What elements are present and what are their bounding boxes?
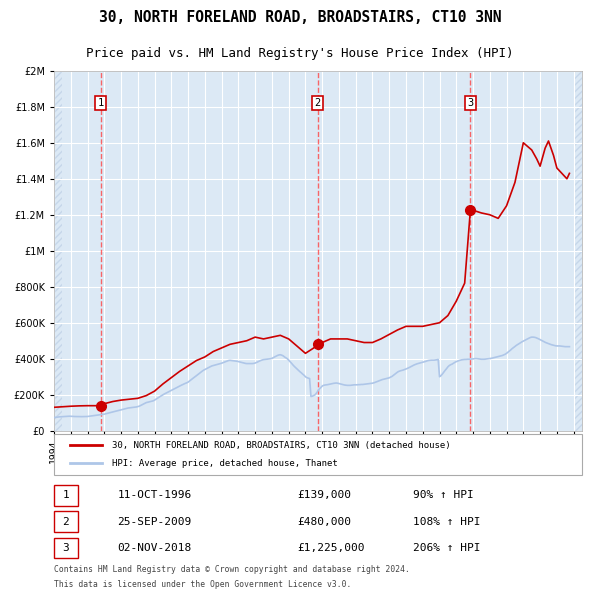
Text: HPI: Average price, detached house, Thanet: HPI: Average price, detached house, Than… (112, 459, 338, 468)
Text: 30, NORTH FORELAND ROAD, BROADSTAIRS, CT10 3NN: 30, NORTH FORELAND ROAD, BROADSTAIRS, CT… (99, 10, 501, 25)
Text: 206% ↑ HPI: 206% ↑ HPI (413, 543, 481, 553)
Text: 90% ↑ HPI: 90% ↑ HPI (413, 490, 474, 500)
Text: 3: 3 (467, 98, 473, 108)
Text: 3: 3 (62, 543, 69, 553)
FancyBboxPatch shape (54, 512, 78, 532)
Text: 02-NOV-2018: 02-NOV-2018 (118, 543, 191, 553)
Text: £480,000: £480,000 (297, 517, 351, 527)
Text: 30, NORTH FORELAND ROAD, BROADSTAIRS, CT10 3NN (detached house): 30, NORTH FORELAND ROAD, BROADSTAIRS, CT… (112, 441, 451, 450)
Text: £1,225,000: £1,225,000 (297, 543, 364, 553)
Text: 108% ↑ HPI: 108% ↑ HPI (413, 517, 481, 527)
Text: 2: 2 (314, 98, 321, 108)
FancyBboxPatch shape (54, 434, 582, 475)
FancyBboxPatch shape (54, 537, 78, 558)
Text: This data is licensed under the Open Government Licence v3.0.: This data is licensed under the Open Gov… (54, 579, 352, 589)
Text: 1: 1 (62, 490, 69, 500)
Text: 25-SEP-2009: 25-SEP-2009 (118, 517, 191, 527)
Text: 11-OCT-1996: 11-OCT-1996 (118, 490, 191, 500)
Text: Price paid vs. HM Land Registry's House Price Index (HPI): Price paid vs. HM Land Registry's House … (86, 47, 514, 60)
Text: Contains HM Land Registry data © Crown copyright and database right 2024.: Contains HM Land Registry data © Crown c… (54, 565, 410, 574)
Text: £139,000: £139,000 (297, 490, 351, 500)
Text: 2: 2 (62, 517, 69, 527)
FancyBboxPatch shape (54, 485, 78, 506)
Text: 1: 1 (97, 98, 104, 108)
